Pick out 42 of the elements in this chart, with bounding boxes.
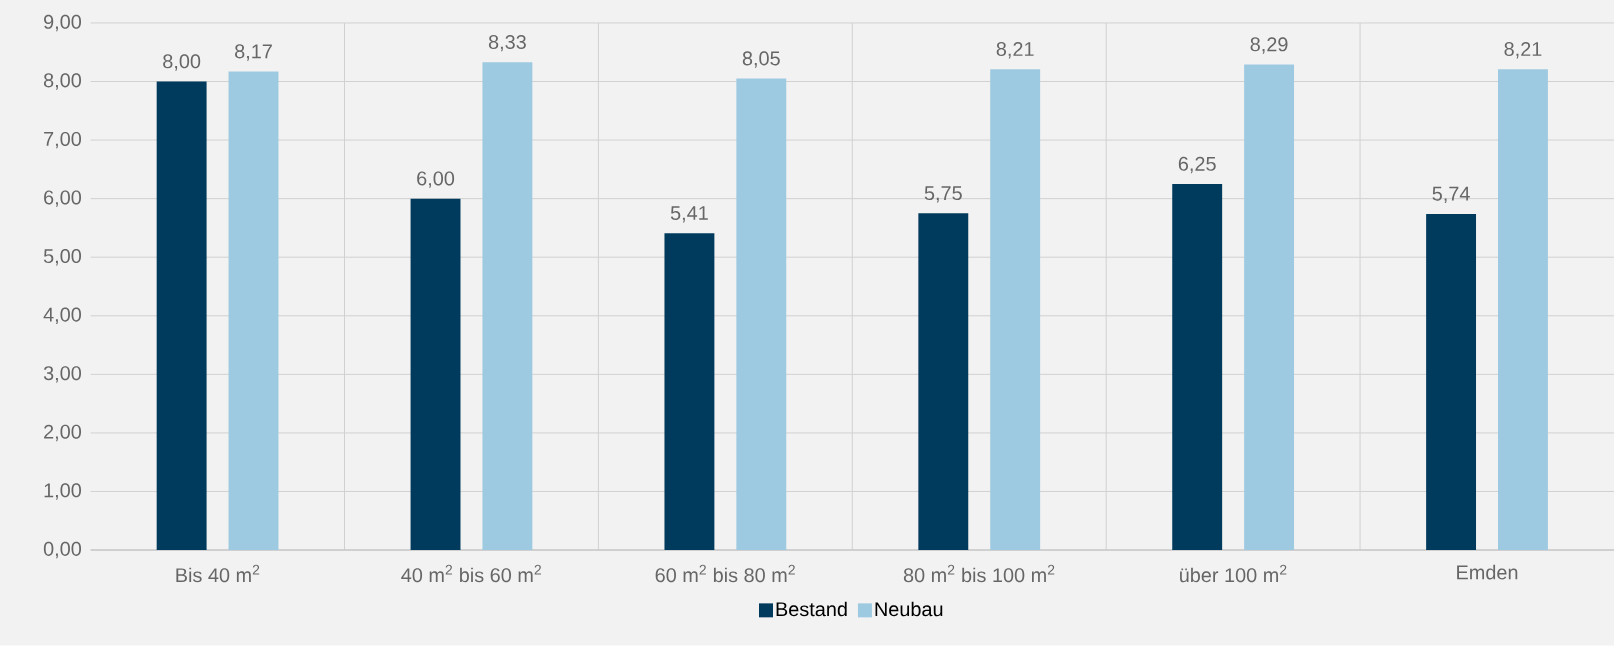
y-tick-label: 3,00 xyxy=(43,366,82,383)
y-tick-label: 9,00 xyxy=(44,14,82,32)
bar xyxy=(1498,69,1548,551)
bar xyxy=(1426,213,1477,551)
data-label: 6,25 xyxy=(1178,156,1216,174)
bar xyxy=(736,78,787,551)
data-label: 5,75 xyxy=(924,186,962,203)
y-tick-label: 8,00 xyxy=(43,73,82,90)
x-tick-label: 40 m$^{2}$ bis 60 m$^{2}$ xyxy=(401,564,541,583)
bar xyxy=(1172,184,1223,551)
legend-label: Neubau xyxy=(875,601,943,617)
bar xyxy=(156,81,207,551)
data-label: 8,21 xyxy=(1504,42,1542,59)
data-label: 5,41 xyxy=(670,206,708,223)
y-tick-label: 1,00 xyxy=(44,483,82,500)
x-tick-label: über 100 m$^{2}$ xyxy=(1180,564,1287,583)
data-label: 8,17 xyxy=(235,44,272,61)
x-tick-label: 80 m$^{2}$ bis 100 m$^{2}$ xyxy=(903,564,1055,583)
data-label: 8,29 xyxy=(1250,37,1288,54)
y-tick-label: 4,00 xyxy=(43,307,82,325)
y-tick-label: 6,00 xyxy=(44,190,82,207)
y-tick-label: 5,00 xyxy=(43,249,82,266)
bar xyxy=(482,62,533,551)
bar xyxy=(990,69,1041,551)
data-label: 8,00 xyxy=(163,54,201,71)
bar xyxy=(664,233,715,551)
bar xyxy=(918,213,969,551)
data-label: 8,05 xyxy=(742,51,780,68)
data-label: 6,00 xyxy=(417,171,455,188)
bar xyxy=(228,71,279,551)
data-label: 5,74 xyxy=(1432,186,1470,204)
y-tick-label: 0,00 xyxy=(43,541,82,559)
bar xyxy=(1244,64,1295,551)
y-tick-label: 2,00 xyxy=(44,424,82,442)
x-tick-label: Bis 40 m$^{2}$ xyxy=(176,564,260,583)
x-tick-label: 60 m$^{2}$ bis 80 m$^{2}$ xyxy=(655,564,795,583)
x-tick-label: Emden xyxy=(1457,564,1518,580)
data-label: 8,33 xyxy=(488,35,526,52)
legend-label: Bestand xyxy=(776,601,847,617)
bar xyxy=(410,198,461,551)
data-label: 8,21 xyxy=(996,42,1034,59)
y-tick-label: 7,00 xyxy=(44,131,82,149)
